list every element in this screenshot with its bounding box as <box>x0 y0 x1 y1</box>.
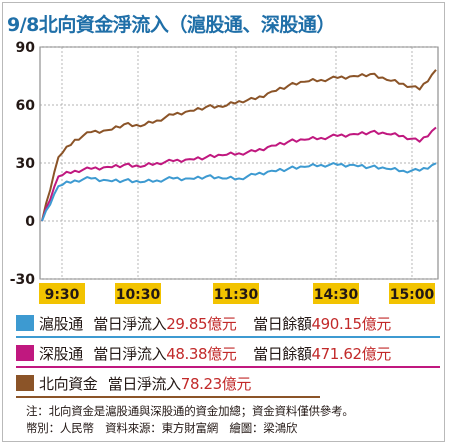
series-line-shenzhen <box>41 126 437 222</box>
x-tick-label: 14:30 <box>314 287 359 303</box>
legend-swatch-shanghai <box>16 315 34 331</box>
legend-flow-value-shanghai: 29.85億元 <box>166 314 237 333</box>
legend-item-shenzhen: 深股通 當日淨流入48.38億元 當日餘額471.62億元 <box>16 342 391 364</box>
legend-balance-value-shenzhen: 471.62億元 <box>311 344 392 363</box>
legend-swatch-northbound <box>16 375 34 391</box>
legend-name-shenzhen: 深股通 <box>39 344 83 363</box>
series-line-shanghai <box>41 162 437 222</box>
legend-item-shanghai: 滬股通 當日淨流入29.85億元 當日餘額490.15億元 <box>16 312 391 334</box>
source-credit: 幣別：人民幣 資料來源：東方財富網 繪圖：梁鴻欣 <box>26 421 298 435</box>
x-tick-label: 10:30 <box>116 287 161 303</box>
footnote: 注：北向資金是滬股通與深股通的資金加總；資金資料僅供參考。 <box>26 404 354 418</box>
x-tick-box <box>115 283 161 304</box>
plot-area <box>39 46 439 280</box>
legend-flow-label-northbound: 當日淨流入 <box>107 374 181 393</box>
legend-underline-shanghai <box>16 336 440 338</box>
x-tick-box <box>313 283 359 304</box>
legend-swatch-shenzhen <box>16 345 34 361</box>
chart-frame <box>2 2 445 442</box>
legend-flow-label-shanghai: 當日淨流入 <box>93 314 167 333</box>
x-tick-box <box>39 283 85 304</box>
x-tick-label: 9:30 <box>45 287 80 303</box>
legend-flow-label-shenzhen: 當日淨流入 <box>93 344 167 363</box>
legend-name-northbound: 北向資金 <box>39 374 98 393</box>
legend-name-shanghai: 滬股通 <box>39 314 83 333</box>
series-line-northbound <box>41 69 437 222</box>
legend-balance-label-shanghai: 當日餘額 <box>253 314 312 333</box>
chart-title: 9/8北向資金淨流入（滬股通、深股通） <box>7 14 335 36</box>
x-tick-box <box>213 283 259 304</box>
legend-item-northbound: 北向資金 當日淨流入78.23億元 <box>16 372 251 394</box>
y-tick-label: 60 <box>16 98 36 114</box>
legend-underline-northbound <box>16 396 320 398</box>
x-tick-label: 11:30 <box>214 287 259 303</box>
legend-flow-value-northbound: 78.23億元 <box>180 374 252 393</box>
y-tick-label: -30 <box>10 272 36 288</box>
y-tick-label: 90 <box>16 40 36 56</box>
y-tick-label: 0 <box>25 214 35 230</box>
legend-underline-shenzhen <box>16 366 440 368</box>
legend-balance-value-shanghai: 490.15億元 <box>311 314 392 333</box>
x-tick-label: 15:00 <box>390 287 435 303</box>
legend-balance-label-shenzhen: 當日餘額 <box>253 344 312 363</box>
x-tick-box <box>389 283 435 304</box>
y-tick-label: 30 <box>16 156 36 172</box>
legend-flow-value-shenzhen: 48.38億元 <box>166 344 237 363</box>
